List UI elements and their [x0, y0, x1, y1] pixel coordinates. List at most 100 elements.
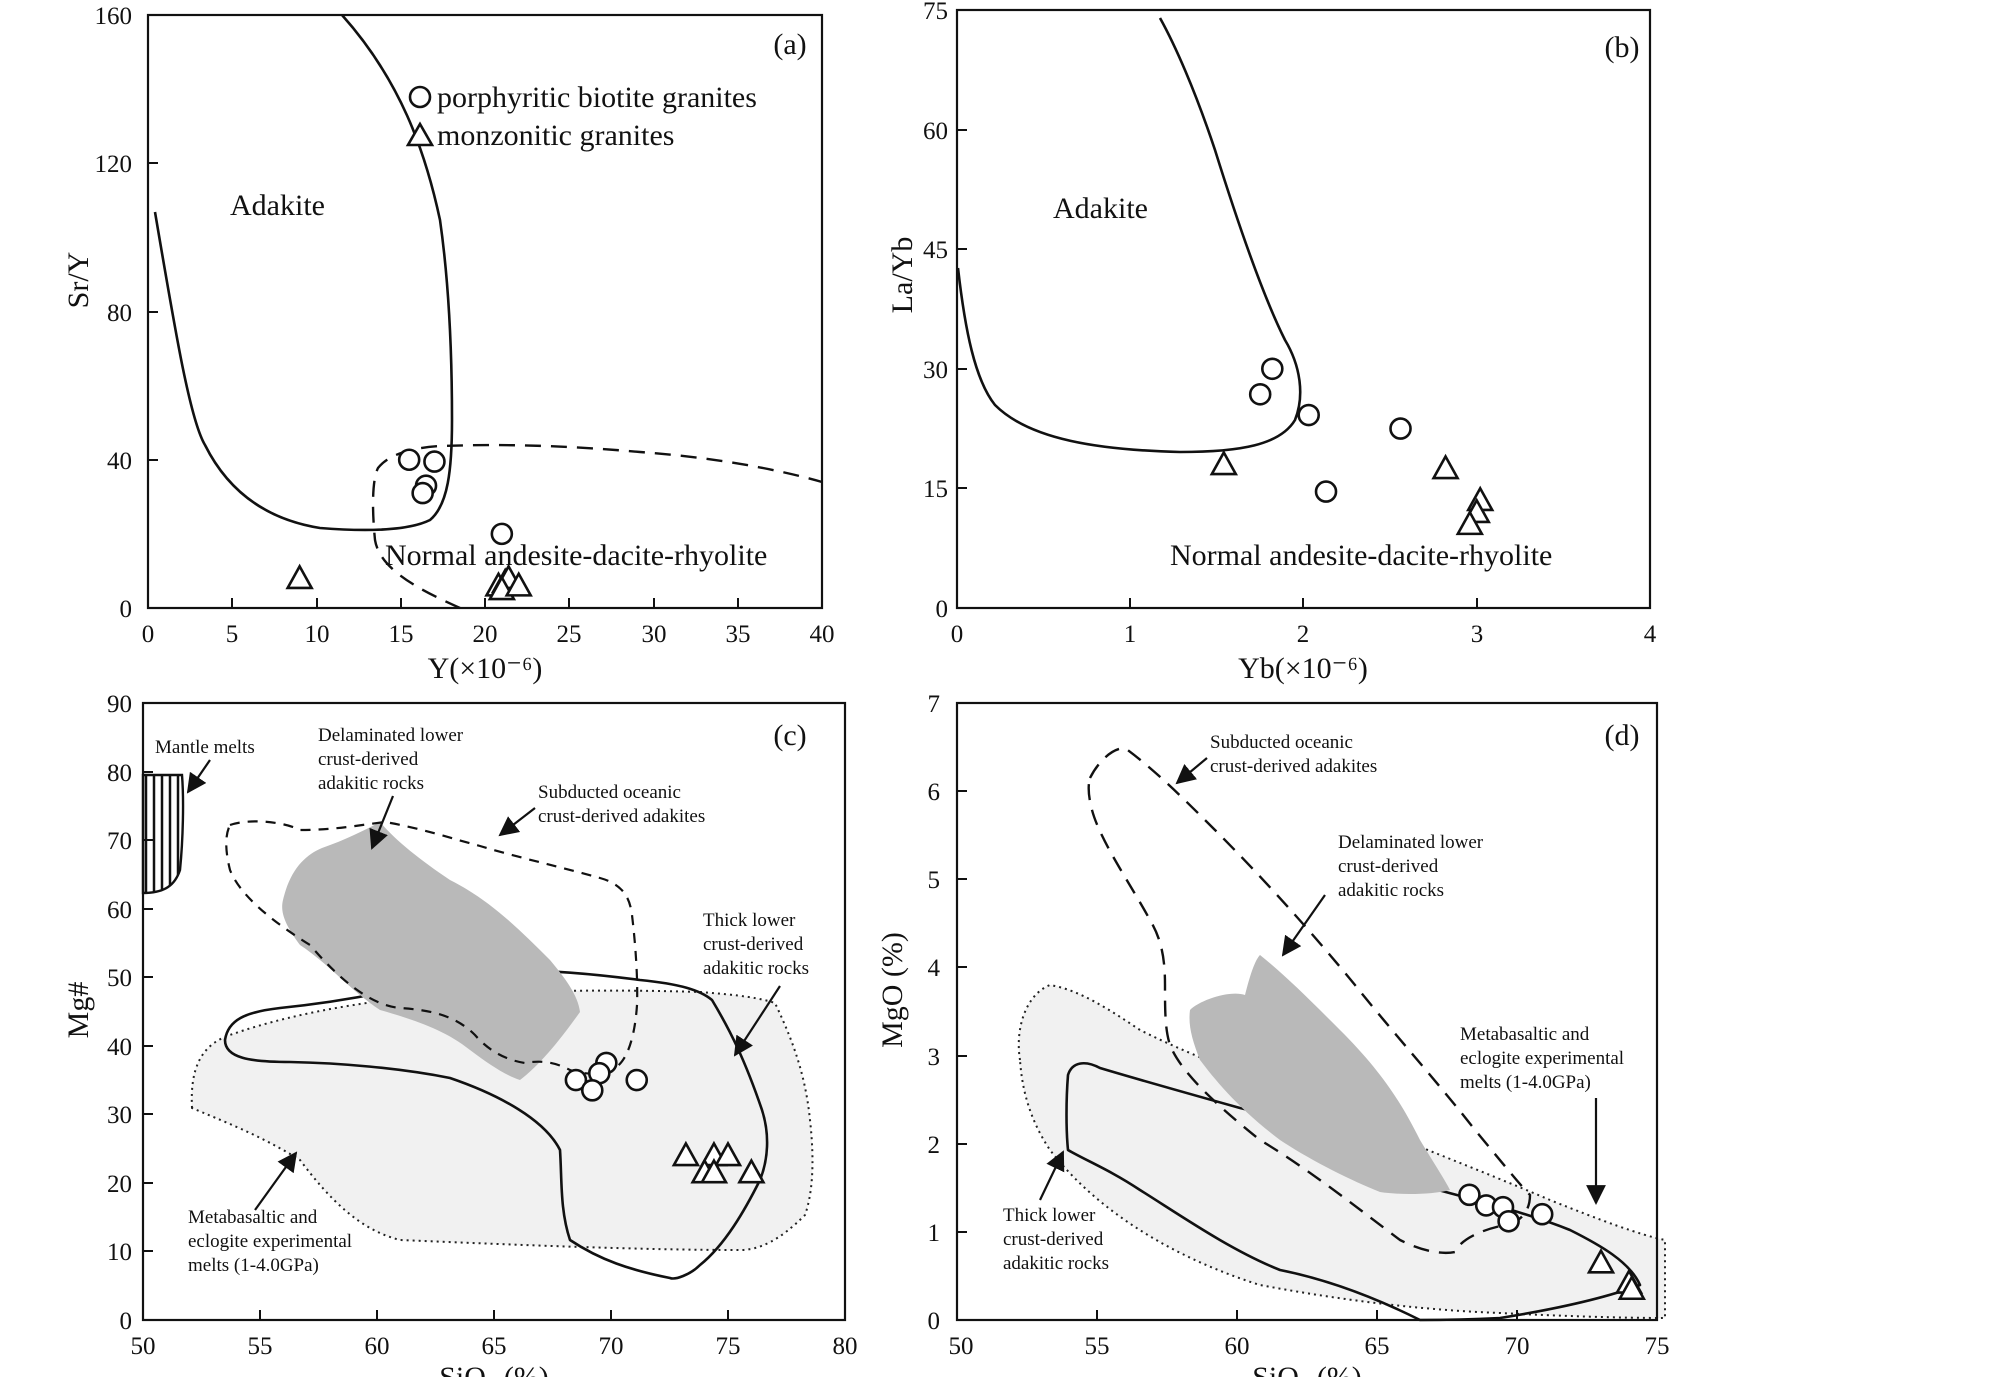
data-point-triangle — [1586, 1248, 1616, 1274]
data-point-circle — [1497, 1209, 1520, 1233]
y-tick-label: 40 — [107, 1034, 132, 1061]
panel-d-letter: (d) — [1605, 719, 1640, 752]
panel-a-xaxis: 0 5 10 15 20 25 30 35 40 — [142, 598, 835, 648]
x-tick-label: 50 — [949, 1333, 974, 1360]
data-point-circle — [580, 1079, 604, 1102]
x-tick-label: 40 — [810, 621, 835, 648]
y-tick-label: 7 — [928, 691, 941, 718]
y-tick-label: 0 — [120, 596, 133, 623]
panel-c-label: crust-derived — [318, 749, 419, 770]
x-tick-label: 2 — [1297, 621, 1310, 648]
panel-c-xlabel: SiO₂ (%) — [439, 1361, 549, 1377]
data-point-circle — [1248, 383, 1272, 406]
y-tick-label: 75 — [923, 0, 948, 25]
data-point-circle — [423, 450, 446, 473]
x-tick-label: 65 — [482, 1333, 507, 1360]
panel-c-label: crust-derived — [703, 934, 804, 955]
data-point-circle — [411, 481, 434, 505]
panel-b-frame — [955, 8, 1652, 610]
data-point-triangle — [1209, 449, 1239, 476]
legend-triangle-marker — [405, 121, 435, 147]
panel-c-ylabel: Mg# — [62, 982, 95, 1039]
y-tick-label: 15 — [923, 476, 948, 503]
panel-c-arrow-thick — [733, 985, 781, 1057]
panel-d-fields — [1017, 746, 1666, 1322]
y-tick-label: 120 — [95, 151, 133, 178]
panel-d-annotations: Subducted oceanic crust-derived adakites… — [1003, 732, 1624, 1274]
panel-c-letter: (c) — [773, 719, 806, 752]
panel-a-normal-label: Normal andesite-dacite-rhyolite — [385, 539, 767, 572]
panel-b-adakite-boundary — [956, 17, 1302, 454]
panel-b-xlabel: Yb(×10⁻⁶) — [1238, 652, 1368, 685]
panel-c-label: adakitic rocks — [318, 773, 424, 794]
panel-c-delaminated-field — [282, 822, 580, 1080]
panel-d-label: crust-derived — [1338, 856, 1439, 877]
y-tick-label: 40 — [107, 448, 132, 475]
y-tick-label: 70 — [107, 828, 132, 855]
x-tick-label: 50 — [131, 1333, 156, 1360]
data-point-triangle — [285, 563, 314, 590]
legend-label-triangle: monzonitic granites — [437, 119, 674, 152]
panel-d-yaxis: 0 1 2 3 4 5 6 7 — [928, 691, 967, 1335]
x-tick-label: 4 — [1644, 621, 1657, 648]
data-point-circle — [1314, 480, 1338, 503]
panel-d-ylabel: MgO (%) — [876, 932, 909, 1048]
y-tick-label: 0 — [936, 596, 949, 623]
data-point-triangle — [737, 1157, 766, 1184]
panel-a-adakite-label: Adakite — [230, 189, 325, 222]
y-tick-label: 6 — [928, 779, 941, 806]
y-tick-label: 1 — [928, 1220, 941, 1247]
data-point-circle — [625, 1068, 649, 1092]
x-tick-label: 20 — [473, 621, 498, 648]
panel-c-arrow-mantle — [186, 759, 211, 794]
y-tick-label: 160 — [95, 3, 133, 30]
x-tick-label: 60 — [1225, 1333, 1250, 1360]
x-tick-label: 75 — [716, 1333, 741, 1360]
panel-d-label: Subducted oceanic — [1210, 732, 1353, 753]
panel-b-adakite-label: Adakite — [1053, 192, 1148, 225]
panel-d-label: Metabasaltic and — [1460, 1024, 1590, 1045]
y-tick-label: 4 — [928, 955, 941, 982]
panel-d-arrow-subducted — [1175, 757, 1208, 785]
x-tick-label: 30 — [642, 621, 667, 648]
panel-c-arrow-delaminated — [369, 795, 395, 850]
panel-d-delaminated-field — [1189, 955, 1450, 1195]
x-tick-label: 0 — [142, 621, 155, 648]
y-tick-label: 90 — [107, 691, 132, 718]
data-point-circle — [1458, 1183, 1481, 1207]
y-tick-label: 30 — [107, 1102, 132, 1129]
x-tick-label: 65 — [1365, 1333, 1390, 1360]
panel-b-ylabel: La/Yb — [886, 237, 919, 314]
panel-d-label: Delaminated lower — [1338, 832, 1484, 853]
y-tick-label: 5 — [928, 867, 941, 894]
panel-c-label: Mantle melts — [155, 737, 255, 758]
panel-a-xlabel: Y(×10⁻⁶) — [428, 652, 543, 685]
panel-a-marks — [285, 448, 533, 601]
panel-d-thick-field — [1065, 1061, 1642, 1322]
panel-a-letter: (a) — [773, 28, 806, 61]
data-point-circle — [1389, 417, 1412, 440]
y-tick-label: 60 — [923, 118, 948, 145]
x-tick-label: 0 — [951, 621, 964, 648]
panel-d-subducted-field — [1087, 746, 1532, 1254]
data-point-triangle — [713, 1140, 743, 1167]
data-point-circle — [1530, 1202, 1554, 1226]
data-point-triangle — [1431, 453, 1460, 480]
x-tick-label: 70 — [599, 1333, 624, 1360]
y-tick-label: 0 — [120, 1308, 133, 1335]
data-point-triangle — [1455, 509, 1485, 536]
panel-c: 50 55 60 65 70 75 80 0 10 — [62, 691, 858, 1377]
y-tick-label: 0 — [928, 1308, 941, 1335]
panel-d-arrow-delaminated — [1281, 894, 1326, 957]
y-tick-label: 80 — [107, 300, 132, 327]
panel-a-ylabel: Sr/Y — [62, 252, 95, 309]
panel-c-label: Thick lower — [703, 910, 796, 931]
panel-b-axes: 0 1 2 3 4 0 15 30 45 60 75 Yb(×10⁻⁶) — [886, 0, 1657, 685]
panel-c-marks — [564, 1051, 766, 1184]
y-tick-label: 3 — [928, 1044, 941, 1071]
x-tick-label: 1 — [1124, 621, 1137, 648]
panel-b: 0 1 2 3 4 0 15 30 45 60 75 Yb(×10⁻⁶) — [886, 0, 1657, 685]
x-tick-label: 5 — [226, 621, 239, 648]
y-tick-label: 20 — [107, 1171, 132, 1198]
